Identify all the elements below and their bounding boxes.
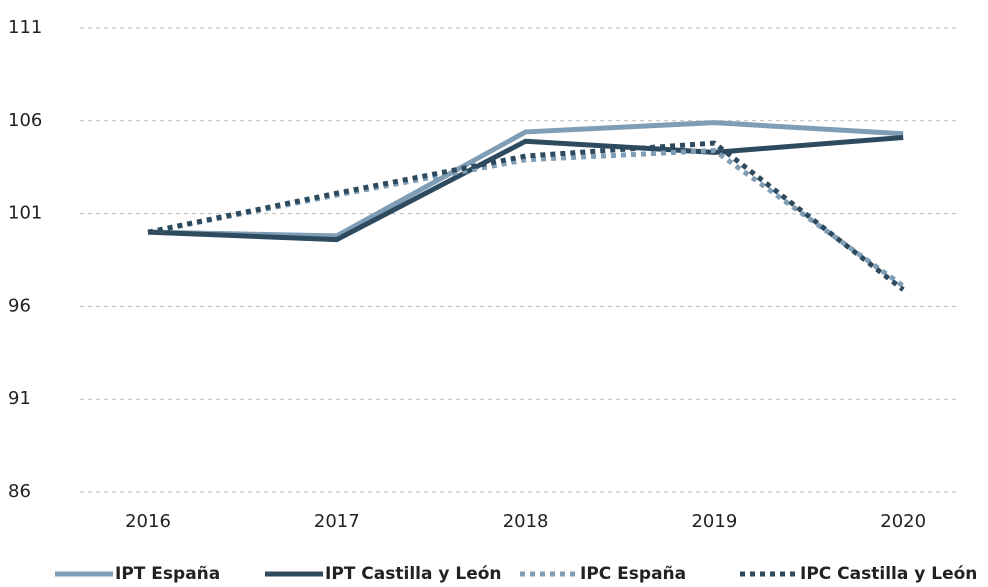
y-tick-label: 111 — [8, 17, 42, 38]
series-line — [147, 140, 905, 292]
x-tick-label: 2018 — [503, 511, 549, 532]
legend-label: IPC Castilla y León — [800, 564, 977, 584]
x-tick-label: 2016 — [125, 511, 171, 532]
x-tick-label: 2017 — [314, 511, 360, 532]
series-line — [147, 135, 904, 243]
legend-label: IPT España — [115, 564, 220, 584]
y-tick-label: 106 — [8, 110, 42, 131]
legend-label: IPC España — [580, 564, 686, 584]
x-tick-label: 2020 — [880, 511, 926, 532]
y-tick-label: 91 — [8, 388, 31, 409]
y-tick-label: 101 — [8, 203, 42, 224]
y-tick-label: 86 — [8, 481, 31, 502]
y-tick-label: 96 — [8, 295, 31, 316]
legend-label: IPT Castilla y León — [325, 564, 502, 584]
x-tick-label: 2019 — [691, 511, 737, 532]
series-line — [147, 147, 905, 289]
